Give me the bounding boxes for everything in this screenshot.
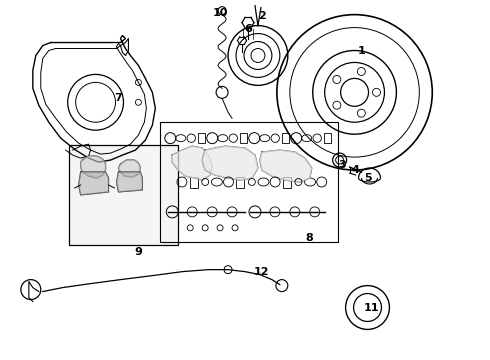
Text: 6: 6 [244,24,252,33]
Bar [282,133,289,143]
Text: 1: 1 [358,45,366,55]
Text: 7: 7 [115,93,122,103]
Bar [190,177,197,188]
Bar [198,133,205,143]
Polygon shape [81,156,105,178]
Text: 5: 5 [364,173,371,183]
Text: 9: 9 [134,247,143,257]
Polygon shape [78,172,108,195]
Text: 11: 11 [364,302,379,312]
Text: 10: 10 [212,8,228,18]
Polygon shape [202,146,258,180]
Text: 12: 12 [254,267,270,276]
Bar [240,133,247,143]
Polygon shape [119,160,141,177]
Bar [324,133,331,143]
Polygon shape [260,150,312,182]
Text: 2: 2 [258,11,266,21]
Text: 3: 3 [338,160,345,170]
Polygon shape [172,146,212,180]
Polygon shape [117,172,143,192]
Bar [283,177,291,188]
Text: 8: 8 [306,233,314,243]
Bar [236,177,244,188]
Bar [69,145,178,245]
Text: 4: 4 [352,165,360,175]
